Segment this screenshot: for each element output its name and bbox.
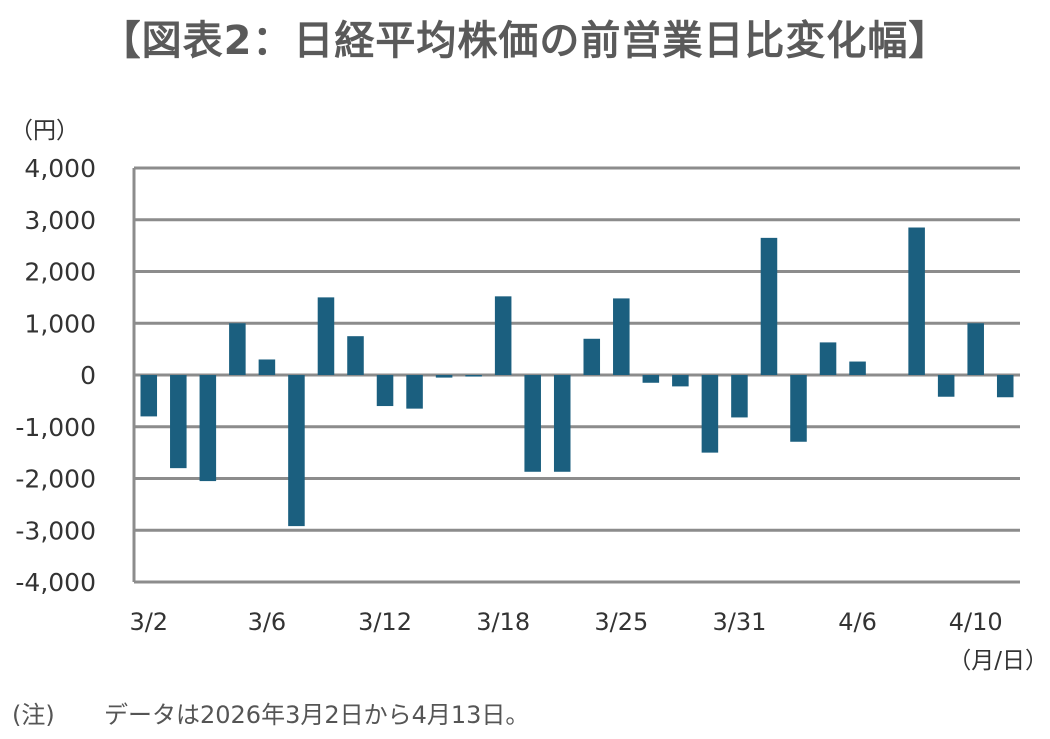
bar bbox=[258, 359, 276, 375]
grid-lines bbox=[134, 166, 1020, 532]
bar bbox=[229, 323, 246, 375]
y-tick-label: 0 bbox=[80, 361, 96, 390]
bar bbox=[465, 375, 482, 377]
x-tick-label: 3/31 bbox=[712, 608, 766, 636]
y-tick-label: 2,000 bbox=[24, 258, 96, 287]
x-tick-labels: 3/2 3/6 3/12 3/18 3/25 3/31 4/6 4/10 bbox=[129, 608, 1002, 636]
x-tick-label: 3/2 bbox=[129, 608, 168, 636]
bar bbox=[435, 375, 453, 378]
chart-title: 【図表2：日経平均株価の前営業日比変化幅】 bbox=[100, 18, 950, 64]
bar bbox=[937, 375, 955, 397]
bar bbox=[406, 375, 423, 409]
bar bbox=[613, 298, 630, 375]
bar bbox=[642, 375, 660, 383]
bar bbox=[317, 297, 335, 375]
bars bbox=[140, 227, 1014, 527]
y-axis-label: （円） bbox=[10, 118, 79, 144]
x-tick-label: 3/18 bbox=[476, 608, 530, 636]
x-tick-label: 4/6 bbox=[838, 608, 877, 636]
axes bbox=[132, 168, 1020, 584]
y-tick-label: 3,000 bbox=[24, 206, 96, 235]
y-tick-labels: 4,000 3,000 2,000 1,000 0 -1,000 -2,000 -3,000 -… bbox=[15, 154, 96, 597]
bar bbox=[849, 361, 866, 375]
bar bbox=[376, 375, 394, 407]
bar bbox=[583, 338, 601, 375]
bar bbox=[288, 375, 305, 527]
bar bbox=[170, 375, 187, 469]
x-tick-label: 3/12 bbox=[358, 608, 412, 636]
x-tick-label: 3/6 bbox=[248, 608, 287, 636]
bar bbox=[199, 375, 217, 482]
bar bbox=[347, 336, 364, 375]
y-tick-label: -1,000 bbox=[15, 413, 96, 442]
footnote: (注) データは2026年3月2日から4月13日。 bbox=[12, 695, 529, 730]
bar bbox=[524, 375, 541, 472]
bar bbox=[672, 375, 689, 387]
bar bbox=[819, 342, 837, 375]
bar bbox=[760, 237, 778, 375]
bar bbox=[908, 227, 925, 375]
x-axis-label: （月/日） bbox=[948, 648, 1048, 674]
bar bbox=[701, 375, 719, 453]
bar bbox=[553, 375, 571, 472]
y-tick-label: -2,000 bbox=[15, 465, 96, 494]
bar bbox=[996, 375, 1014, 398]
footnote-text: データは2026年3月2日から4月13日。 bbox=[104, 701, 530, 729]
bar bbox=[731, 375, 748, 418]
footnote-label: (注) bbox=[12, 701, 55, 729]
y-tick-label: -3,000 bbox=[15, 516, 96, 545]
bar bbox=[790, 375, 807, 442]
y-tick-label: 4,000 bbox=[24, 154, 96, 183]
y-tick-label: -4,000 bbox=[15, 568, 96, 597]
bar bbox=[140, 375, 158, 417]
bar bbox=[494, 296, 512, 375]
x-tick-label: 3/25 bbox=[594, 608, 648, 636]
y-tick-label: 1,000 bbox=[24, 309, 96, 338]
x-tick-label: 4/10 bbox=[949, 608, 1003, 636]
bar bbox=[967, 323, 984, 375]
